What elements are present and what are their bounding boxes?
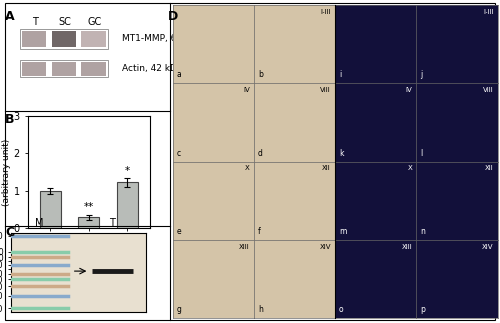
- Text: p: p: [420, 305, 425, 314]
- Text: XIV: XIV: [482, 244, 494, 250]
- Text: X: X: [408, 165, 412, 172]
- Text: e: e: [176, 227, 181, 236]
- Text: B: B: [5, 113, 15, 126]
- FancyBboxPatch shape: [81, 62, 106, 76]
- Text: m: m: [339, 227, 346, 236]
- Text: GC: GC: [88, 17, 102, 27]
- Text: I-III: I-III: [320, 9, 331, 15]
- Text: l: l: [420, 149, 422, 158]
- Text: c: c: [176, 149, 180, 158]
- Text: k: k: [339, 149, 344, 158]
- Bar: [40, 191, 61, 228]
- Text: VIII: VIII: [482, 87, 494, 93]
- Text: b: b: [258, 70, 262, 79]
- Bar: [116, 182, 138, 228]
- Text: D: D: [168, 10, 178, 23]
- Y-axis label: Relative MT1-MMP level
(arbitrary unit): Relative MT1-MMP level (arbitrary unit): [0, 118, 11, 226]
- Text: XIII: XIII: [239, 244, 250, 250]
- Text: n: n: [420, 227, 425, 236]
- Text: h: h: [258, 305, 262, 314]
- Text: I-III: I-III: [483, 9, 494, 15]
- Text: g: g: [176, 305, 182, 314]
- Text: j: j: [420, 70, 422, 79]
- Text: XIII: XIII: [402, 244, 412, 250]
- Text: VIII: VIII: [320, 87, 331, 93]
- FancyBboxPatch shape: [52, 31, 76, 47]
- Text: A: A: [5, 10, 15, 23]
- Text: Actin, 42 kDa: Actin, 42 kDa: [122, 64, 182, 73]
- Text: XIV: XIV: [320, 244, 331, 250]
- FancyBboxPatch shape: [22, 31, 46, 47]
- Text: *: *: [124, 166, 130, 176]
- FancyBboxPatch shape: [52, 62, 76, 76]
- Text: XII: XII: [484, 165, 494, 172]
- Text: a: a: [176, 70, 182, 79]
- Text: o: o: [339, 305, 344, 314]
- Text: SC: SC: [58, 17, 71, 27]
- Text: i: i: [339, 70, 342, 79]
- Text: T: T: [32, 17, 38, 27]
- FancyBboxPatch shape: [81, 31, 106, 47]
- Text: d: d: [258, 149, 262, 158]
- Text: **: **: [84, 203, 94, 213]
- Bar: [78, 217, 100, 228]
- Text: IV: IV: [243, 87, 250, 93]
- Text: X: X: [245, 165, 250, 172]
- Text: XII: XII: [322, 165, 331, 172]
- Text: MT1-MMP, 65 kDa: MT1-MMP, 65 kDa: [122, 35, 202, 44]
- Text: f: f: [258, 227, 260, 236]
- Text: C: C: [5, 226, 14, 239]
- FancyBboxPatch shape: [22, 62, 46, 76]
- Text: IV: IV: [406, 87, 412, 93]
